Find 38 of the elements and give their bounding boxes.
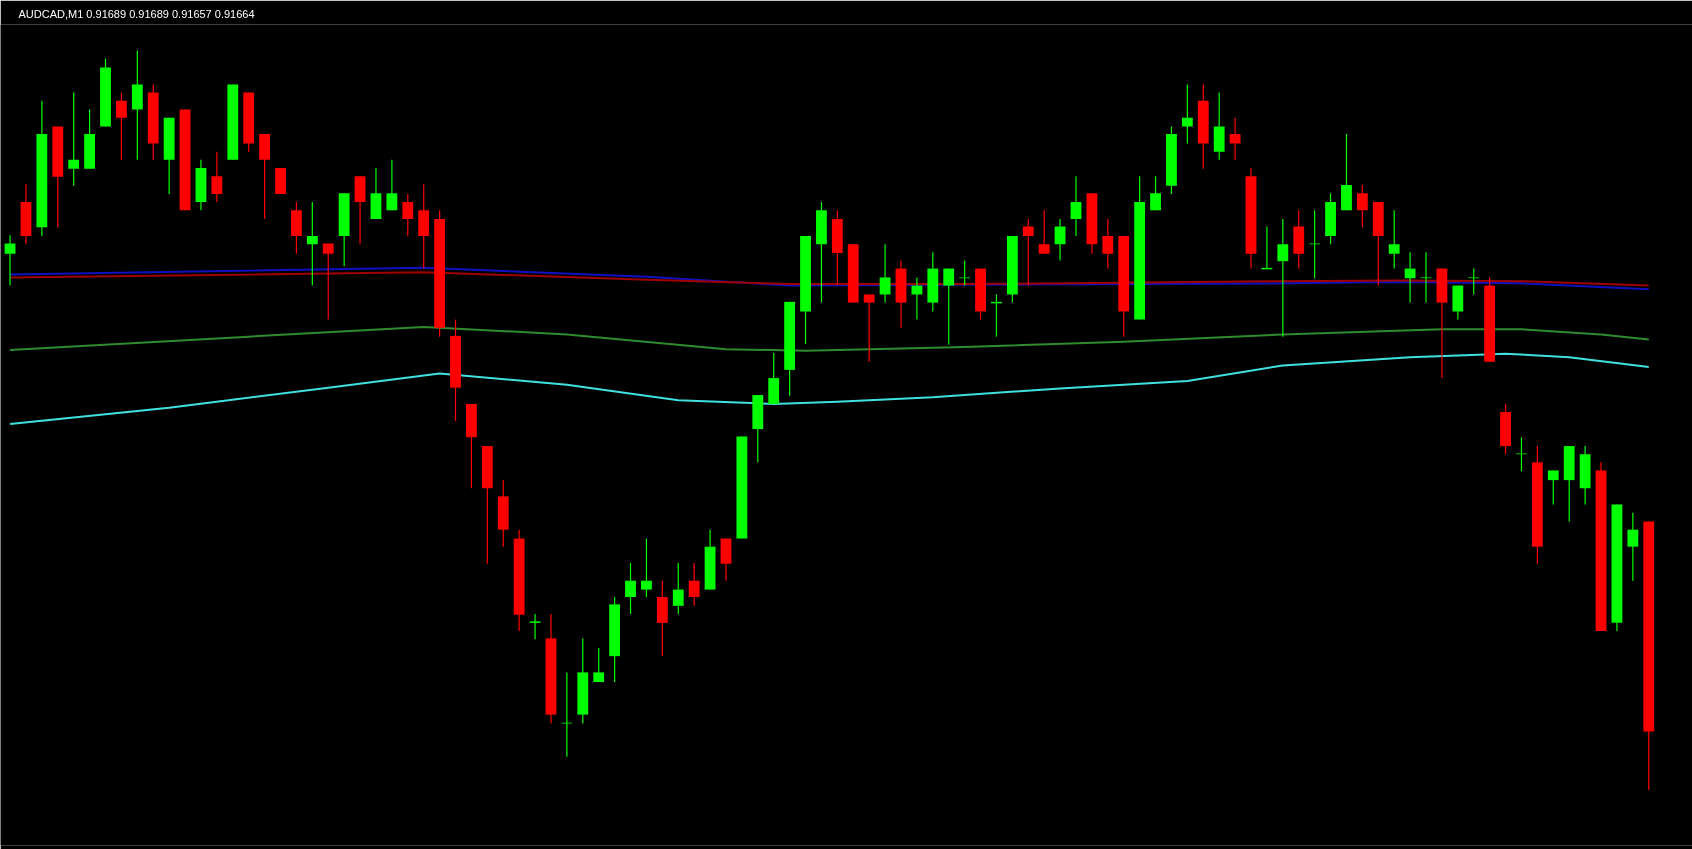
candlestick — [306, 201, 318, 287]
candlestick — [625, 562, 636, 615]
candlestick — [943, 267, 955, 346]
candlestick — [959, 259, 971, 287]
candlestick — [672, 562, 684, 615]
candlestick — [402, 193, 414, 237]
candlestick — [4, 234, 16, 287]
candlestick — [1102, 218, 1114, 270]
candlestick — [641, 537, 652, 598]
candlestick — [1054, 218, 1066, 262]
candlestick — [322, 242, 334, 321]
candlestick — [1388, 209, 1400, 270]
candlestick — [1277, 218, 1289, 338]
candlestick — [879, 243, 891, 304]
chart-title: AUDCAD,M1 0.91689 0.91689 0.91657 0.91664 — [18, 7, 255, 20]
candlestick — [1070, 175, 1082, 237]
candlestick — [1468, 267, 1480, 296]
candlestick — [593, 647, 605, 683]
candlestick — [1038, 209, 1050, 255]
candlestick — [911, 276, 923, 321]
candlestick — [1516, 436, 1527, 472]
candlestick — [529, 613, 541, 640]
candlestick — [116, 91, 127, 161]
candlestick — [863, 293, 875, 363]
candlestick — [1309, 209, 1321, 279]
candlestick — [1356, 184, 1368, 228]
candlestick — [1229, 117, 1241, 161]
candlestick — [1420, 251, 1432, 304]
candlestick — [688, 562, 700, 607]
candlestick — [1022, 218, 1034, 287]
candlestick — [1404, 251, 1416, 304]
candlestick — [68, 91, 80, 187]
candlestick — [1547, 469, 1559, 506]
candlestick — [1627, 512, 1639, 582]
candlestick — [211, 151, 223, 203]
candlestick — [386, 159, 398, 211]
candlestick — [1150, 175, 1161, 211]
candlestick — [1181, 83, 1193, 145]
